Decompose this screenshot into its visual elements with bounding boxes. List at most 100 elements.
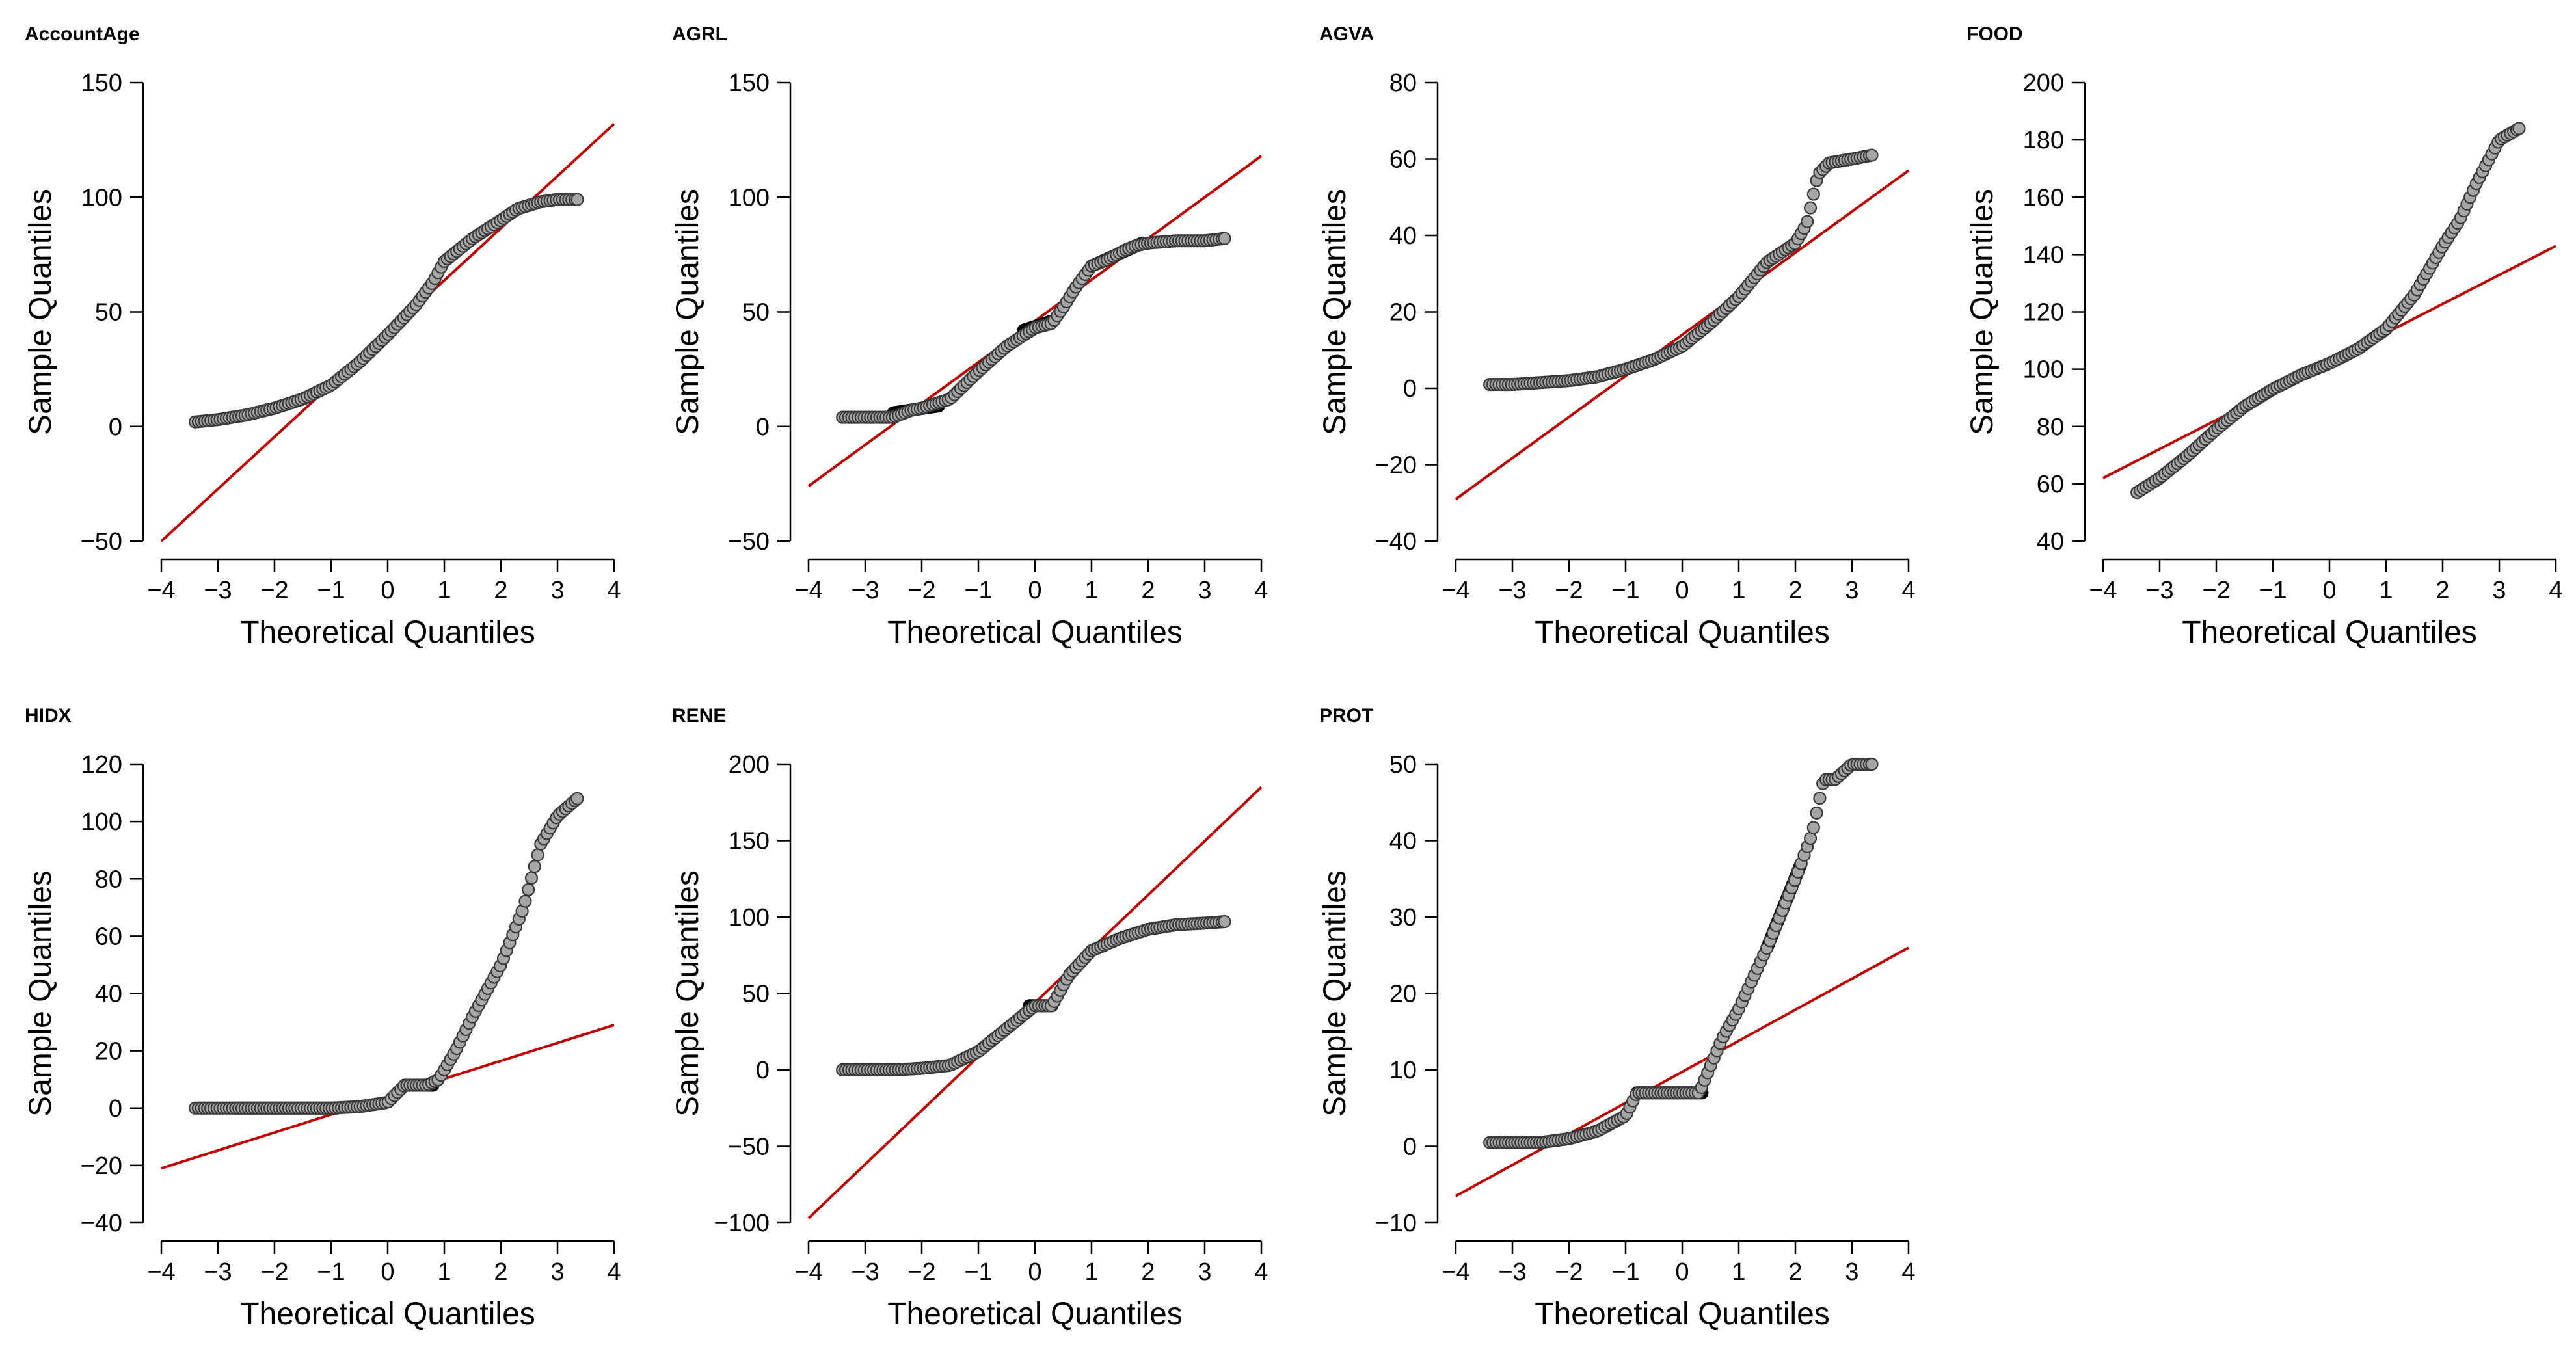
x-tick-label: 0 [381,1259,394,1286]
y-tick-label: 0 [109,1095,122,1123]
x-tick-label: −2 [260,1259,288,1286]
y-tick-label: 60 [2037,471,2064,498]
x-tick-label: 1 [1084,1259,1098,1286]
sample-point [1218,914,1231,929]
y-tick-label: 50 [1389,751,1417,779]
y-tick-label: 0 [756,414,770,441]
sample-point [528,860,541,873]
x-tick-label: −3 [1498,1259,1526,1286]
y-tick-label: 60 [95,923,122,950]
y-tick-label: 80 [2037,414,2064,441]
x-tick-label: 2 [2435,577,2449,604]
y-tick-label: 0 [1403,1134,1417,1161]
x-axis-label: Theoretical Quantiles [887,1297,1183,1331]
y-tick-label: 180 [2023,127,2064,154]
y-tick-label: −100 [714,1210,770,1237]
sample-point [1865,757,1879,771]
y-tick-label: 60 [1389,146,1417,174]
panel-title: AGVA [1319,23,1374,45]
sample-point [522,883,535,896]
y-tick-label: 100 [729,184,770,211]
x-tick-label: −3 [1498,577,1526,604]
y-tick-label: 50 [95,299,122,327]
y-axis-label: Sample Quantiles [1318,189,1352,435]
x-tick-label: 1 [2379,577,2393,604]
sample-point [570,193,584,206]
x-tick-label: −2 [260,577,288,604]
y-tick-label: 150 [729,70,770,97]
sample-point [1806,821,1820,834]
x-tick-label: −2 [2202,577,2230,604]
y-tick-label: 160 [2023,184,2064,211]
x-tick-label: 4 [2549,577,2562,604]
y-axis-label: Sample Quantiles [1318,870,1352,1117]
y-tick-label: 150 [81,70,122,97]
y-tick-label: 40 [95,981,122,1008]
x-tick-label: 4 [607,577,621,604]
qq-panel-agva: AGVA −40 −20 0 20 40 60 80 −4 −3 −2 −1 0 1 2 3 4 Theoreti… [1318,23,1916,650]
y-tick-label: −40 [1375,528,1417,555]
x-tick-label: −1 [317,577,345,604]
x-tick-label: −3 [2145,577,2173,604]
panel-title: HIDX [25,705,72,727]
y-axis-label: Sample Quantiles [1965,189,2000,435]
x-tick-label: −1 [964,577,992,604]
y-tick-label: 20 [95,1038,122,1065]
y-tick-label: 140 [2023,241,2064,269]
x-tick-label: 4 [1254,577,1268,604]
y-axis-label: Sample Quantiles [671,870,705,1117]
x-tick-label: 1 [437,577,451,604]
x-tick-label: 0 [1028,577,1041,604]
sample-point [1218,232,1231,245]
y-tick-label: 0 [1403,375,1417,403]
x-tick-label: 1 [437,1259,451,1286]
x-tick-label: 3 [550,577,564,604]
y-tick-label: 120 [2023,299,2064,327]
y-tick-label: 150 [729,828,770,855]
qq-panel-agrl: AGRL −50 0 50 100 150 −4 −3 −2 −1 0 1 2 3 4 Theoretical… [671,23,1268,650]
panel-title: PROT [1319,705,1373,727]
x-tick-label: 3 [1845,577,1858,604]
y-tick-label: 0 [756,1057,770,1084]
y-tick-label: 200 [729,751,770,779]
panel-title: FOOD [1966,23,2023,45]
y-axis-label: Sample Quantiles [23,189,58,435]
x-tick-label: −1 [1611,1259,1639,1286]
qq-panel-food: FOOD 40 60 80 100 120 140 160 180 200 −4 −3 −2 −1 0 1 2 3… [1965,23,2563,650]
y-tick-label: 100 [2023,356,2064,384]
x-tick-label: −3 [204,1259,232,1286]
x-tick-label: 1 [1732,1259,1745,1286]
x-tick-label: 3 [1845,1259,1858,1286]
x-tick-label: −3 [851,577,879,604]
panel-title: AGRL [672,23,727,45]
x-tick-label: 2 [1141,1259,1155,1286]
x-tick-label: 3 [550,1259,564,1286]
x-tick-label: −4 [147,577,175,604]
sample-point [1801,215,1814,228]
x-tick-label: −2 [907,1259,935,1286]
y-tick-label: 80 [1389,70,1417,97]
sample-point [1803,201,1818,215]
x-tick-label: 0 [381,577,394,604]
y-tick-label: −50 [728,1134,770,1161]
x-tick-label: 0 [1675,577,1689,604]
x-tick-label: −3 [851,1259,879,1286]
x-tick-label: 4 [607,1259,621,1286]
y-tick-label: −50 [728,528,770,555]
sample-point [1865,148,1879,162]
x-tick-label: −4 [2089,577,2117,604]
x-tick-label: −1 [2259,577,2287,604]
x-tick-label: −2 [1555,577,1583,604]
reference-line [1455,946,1909,1197]
x-axis-label: Theoretical Quantiles [1535,1297,1830,1331]
x-axis-label: Theoretical Quantiles [1535,615,1830,650]
y-tick-label: −20 [1375,452,1417,479]
sample-point [1813,792,1827,805]
sample-point [1806,187,1820,201]
x-axis-label: Theoretical Quantiles [240,615,535,650]
sample-point [531,848,544,862]
x-tick-label: 2 [1141,577,1155,604]
sample-point [1810,806,1823,820]
